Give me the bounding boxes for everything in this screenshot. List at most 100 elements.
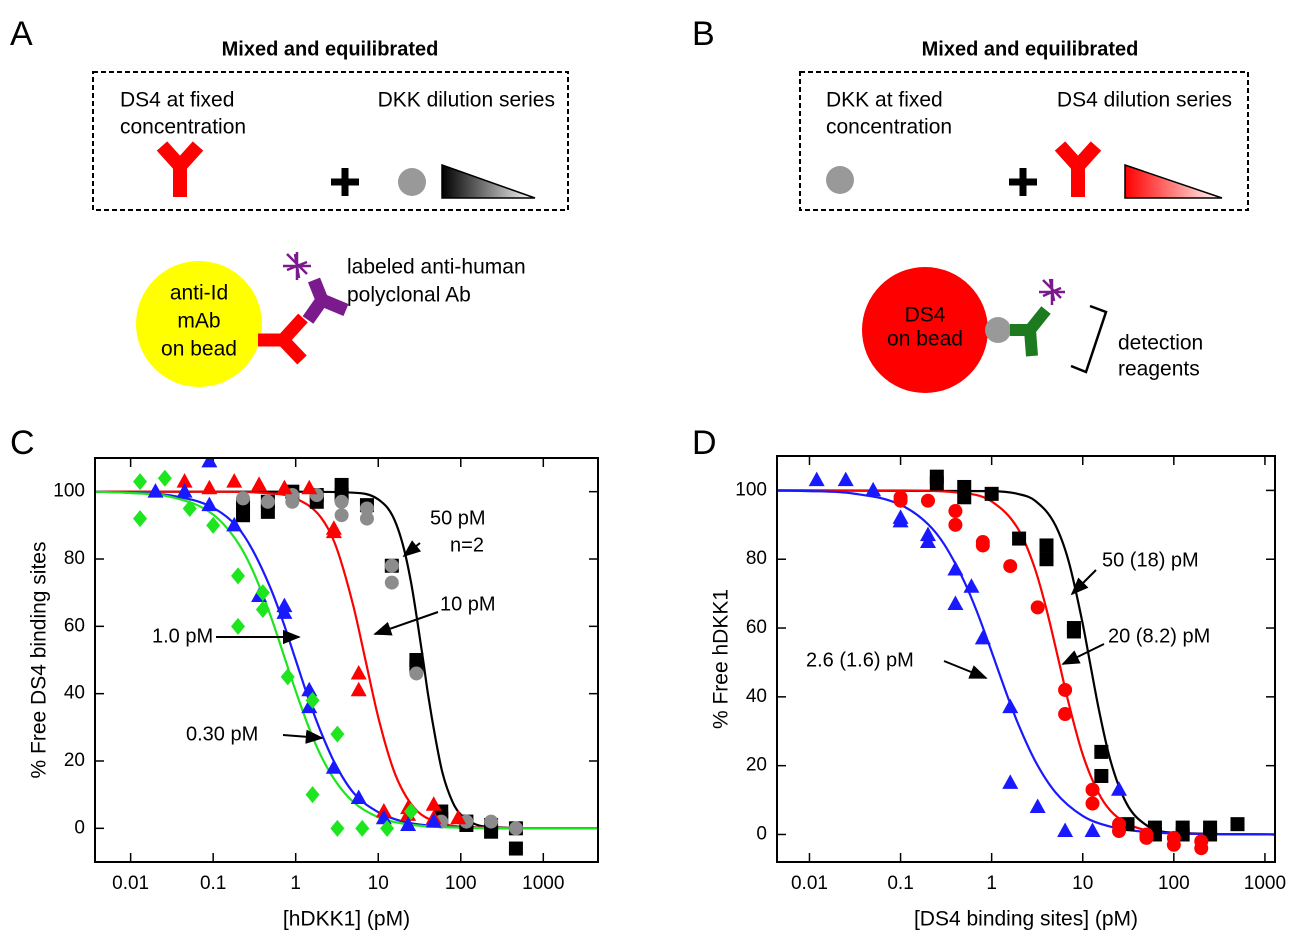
point <box>1084 822 1101 838</box>
plus <box>1009 168 1037 196</box>
point <box>893 493 908 508</box>
plot-area <box>777 469 1275 856</box>
point <box>176 483 193 498</box>
panel-label: D <box>692 424 717 462</box>
point <box>1029 798 1046 813</box>
point <box>892 509 909 524</box>
fixed-text: concentration <box>826 116 952 139</box>
point <box>948 504 963 519</box>
annotation: 10 pM <box>440 593 496 615</box>
point <box>251 476 268 491</box>
point <box>963 578 980 593</box>
point <box>330 819 345 837</box>
point <box>260 504 275 519</box>
annotation-arrow <box>373 611 439 636</box>
point <box>1002 774 1019 789</box>
bead-text: on bead <box>887 328 963 351</box>
point <box>384 575 399 590</box>
bead-text: on bead <box>161 338 237 361</box>
x-tick-label: 0.01 <box>112 873 149 894</box>
point <box>325 759 342 774</box>
point <box>1111 817 1126 832</box>
y-tick-label: 60 <box>746 617 767 638</box>
point <box>1139 830 1154 845</box>
point <box>947 595 964 610</box>
point <box>1166 830 1181 845</box>
point <box>350 789 367 805</box>
point <box>301 479 318 495</box>
y-tick-label: 100 <box>53 481 85 502</box>
y-tick-label: 80 <box>64 548 85 569</box>
annotation: n=2 <box>450 534 484 556</box>
point <box>1039 538 1054 553</box>
antibody <box>258 313 308 365</box>
point <box>355 819 370 837</box>
panel-label: B <box>692 15 715 53</box>
point <box>947 561 964 576</box>
y-tick-label: 20 <box>746 755 767 776</box>
diagram-b: B Mixed and equilibrated DKK at fixed co… <box>692 15 1249 393</box>
point <box>459 814 474 829</box>
dilution <box>1124 163 1223 199</box>
dkk <box>398 168 426 196</box>
y-tick-label: 20 <box>64 750 85 771</box>
dkk <box>826 166 854 194</box>
point <box>350 681 367 697</box>
point <box>276 479 293 495</box>
point <box>380 819 395 837</box>
point <box>1039 552 1054 567</box>
bracket <box>1070 304 1108 374</box>
fit-curve <box>777 489 1275 836</box>
x-tick-label: 10 <box>1072 873 1093 894</box>
antibody <box>156 141 204 177</box>
antibody <box>1054 141 1102 177</box>
point <box>919 533 936 549</box>
point <box>425 813 442 828</box>
point <box>400 816 417 831</box>
diagram-title: Mixed and equilibrated <box>922 38 1139 60</box>
point <box>404 803 419 820</box>
chart: D 0.01 0.1 1 10 100 1000 0 20 40 60 80 100 [DS4 bindi… <box>692 424 1286 931</box>
point <box>201 458 218 468</box>
detection-text: labeled anti-human <box>347 256 526 279</box>
bead <box>862 267 988 393</box>
x-tick-label: 0.1 <box>887 873 913 894</box>
fixed-text: DKK at fixed <box>826 89 943 112</box>
mix-box <box>92 71 569 211</box>
panel-label: A <box>10 15 33 53</box>
point <box>1003 559 1018 574</box>
point <box>929 476 944 491</box>
series-text: DS4 dilution series <box>1057 89 1232 112</box>
point <box>182 500 197 517</box>
fit-curve <box>95 490 598 830</box>
point <box>920 493 935 508</box>
point <box>1230 817 1245 832</box>
point <box>280 668 295 686</box>
plot-frame <box>776 455 1276 863</box>
point <box>1085 796 1100 811</box>
point <box>1110 781 1127 796</box>
point <box>226 473 243 488</box>
plus <box>331 168 359 196</box>
plot-frame <box>94 457 599 863</box>
point <box>260 494 275 509</box>
point <box>305 691 320 709</box>
point <box>305 786 320 804</box>
point <box>330 725 345 743</box>
chart: C 0.01 0.1 1 10 100 1000 0 20 40 60 80 100 [hDKK1] (p… <box>10 424 599 931</box>
fit-curve <box>95 490 598 830</box>
x-tick-label: 100 <box>1158 873 1190 894</box>
detection-ab <box>1010 306 1051 357</box>
annotation: 20 (8.2) pM <box>1108 625 1210 647</box>
point <box>1094 744 1109 759</box>
point <box>984 486 999 501</box>
point <box>409 666 424 681</box>
y-tick-label: 40 <box>64 683 85 704</box>
x-tick-label: 1 <box>986 873 997 894</box>
dilution <box>441 163 536 199</box>
x-tick-label: 1 <box>290 873 301 894</box>
detection-text: polyclonal Ab <box>347 284 471 307</box>
point <box>157 469 172 487</box>
x-tick-label: 10 <box>368 873 389 894</box>
